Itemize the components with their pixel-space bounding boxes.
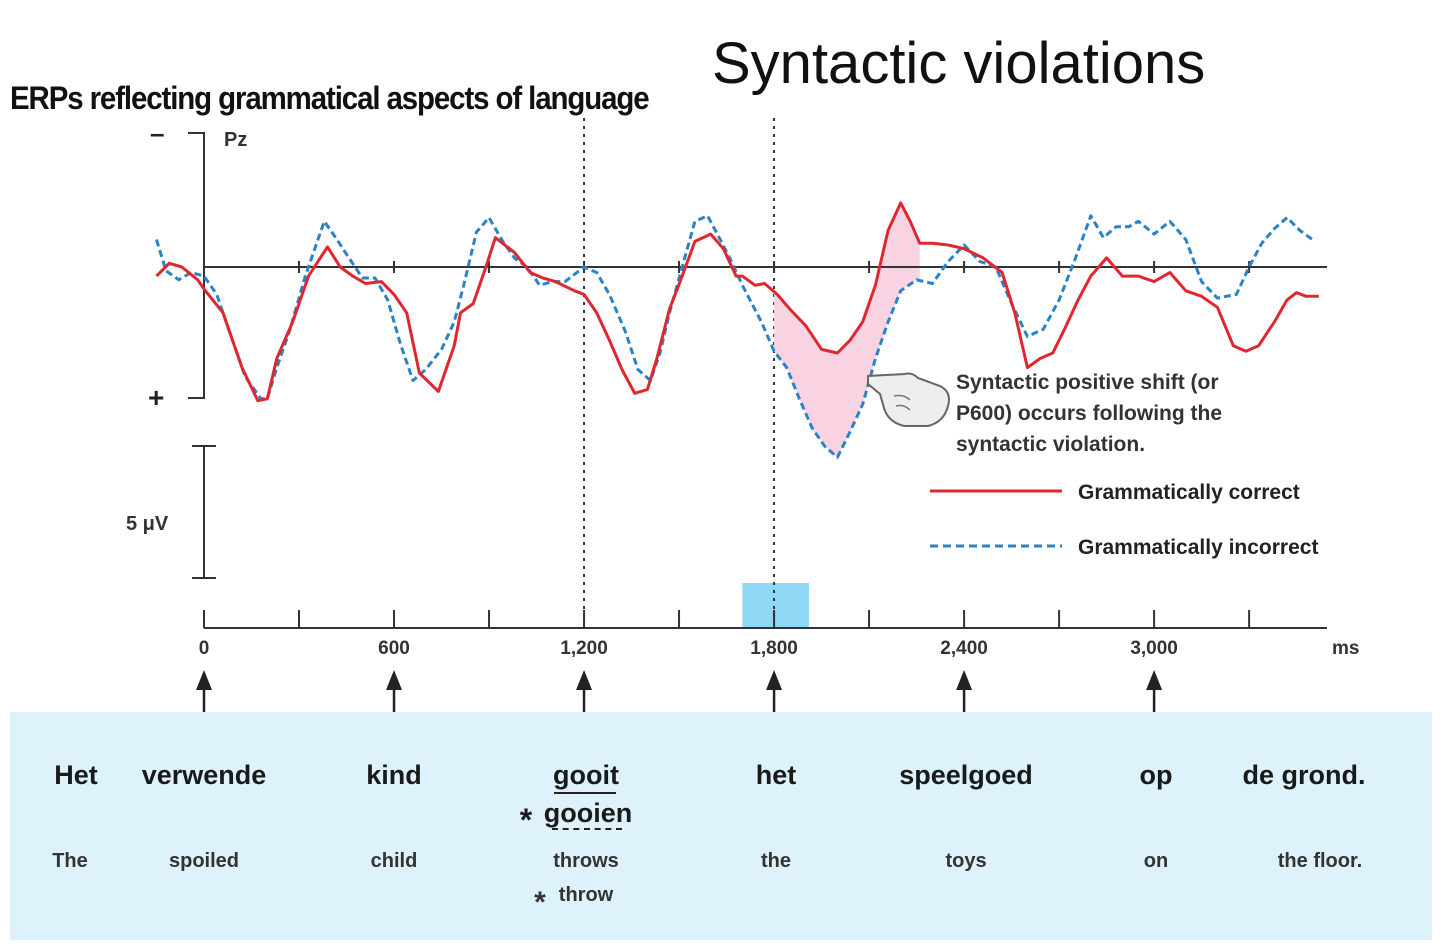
time-tick-label-3: 1,800	[750, 638, 798, 659]
annotation-line-1: Syntactic positive shift (or	[956, 371, 1219, 394]
negative-polarity-label: –	[150, 118, 164, 148]
electrode-label: Pz	[224, 129, 247, 151]
dutch-word-kind: kind	[366, 760, 422, 790]
english-word-on: on	[1143, 850, 1169, 872]
time-tick-label-1: 600	[378, 638, 410, 659]
english-word-throw: throw	[558, 884, 614, 906]
time-tick-label-2: 1,200	[560, 638, 608, 659]
english-word-the-floor: the floor.	[1277, 850, 1363, 872]
word-onset-arrowhead-4	[956, 670, 973, 690]
english-word-the: The	[52, 850, 88, 872]
slide-title: Syntactic violations	[712, 31, 1206, 96]
english-word-spoiled: spoiled	[168, 850, 240, 872]
dutch-word-de-grond: de grond.	[1242, 760, 1366, 790]
time-tick-label-0: 0	[199, 638, 210, 659]
word-onset-arrowhead-2	[576, 670, 593, 690]
time-tick-label-4: 2,400	[940, 638, 988, 659]
dutch-word-op: op	[1139, 760, 1173, 790]
dutch-word-het-2: het	[755, 760, 797, 790]
gooien-underline	[552, 828, 622, 830]
sentence-panel: Het verwende kind gooit het speelgoed op…	[10, 712, 1432, 940]
series-line-incorrect	[155, 214, 1314, 459]
critical-word-highlight	[742, 583, 809, 627]
word-onset-arrowhead-3	[766, 670, 783, 690]
english-word-child: child	[370, 850, 418, 872]
dutch-word-gooien: gooien	[543, 798, 633, 828]
word-onset-arrowhead-1	[386, 670, 403, 690]
series-line-correct	[155, 201, 1319, 403]
dutch-word-het: Het	[54, 760, 98, 790]
english-word-toys: toys	[945, 850, 987, 872]
gooit-underline	[554, 792, 616, 794]
violation-marker-dutch: *	[519, 802, 533, 838]
annotation-line-3: syntactic violation.	[956, 433, 1145, 456]
legend: Grammatically correct Grammatically inco…	[930, 481, 1318, 559]
scale-bar	[192, 445, 216, 579]
legend-label-incorrect: Grammatically incorrect	[1078, 536, 1318, 559]
positive-polarity-label: +	[148, 382, 164, 413]
chart-background-layer: – + Pz 5 μV 0 600 1,200 1,800 2,400 3,000 ms	[126, 118, 1359, 745]
annotation-line-2: P600) occurs following the	[956, 402, 1222, 425]
violation-marker-english: *	[534, 886, 546, 919]
dutch-word-verwende: verwende	[141, 760, 267, 790]
dutch-word-speelgoed: speelgoed	[899, 760, 1033, 790]
word-onset-arrowhead-5	[1146, 670, 1163, 690]
time-unit-label: ms	[1332, 638, 1359, 659]
english-word-throws: throws	[553, 850, 619, 872]
pointing-hand-icon	[867, 372, 950, 427]
scale-bar-label: 5 μV	[126, 513, 169, 535]
time-tick-label-5: 3,000	[1130, 638, 1178, 659]
p600-annotation: Syntactic positive shift (or P600) occur…	[867, 371, 1222, 456]
dutch-word-gooit: gooit	[553, 760, 619, 790]
english-word-the-2: the	[761, 850, 791, 872]
legend-label-correct: Grammatically correct	[1078, 481, 1300, 504]
amplitude-axis	[188, 132, 205, 399]
chart-series-layer	[155, 201, 1319, 459]
figure-title: ERPs reflecting grammatical aspects of l…	[10, 80, 650, 116]
word-onset-arrowhead-0	[196, 670, 212, 690]
